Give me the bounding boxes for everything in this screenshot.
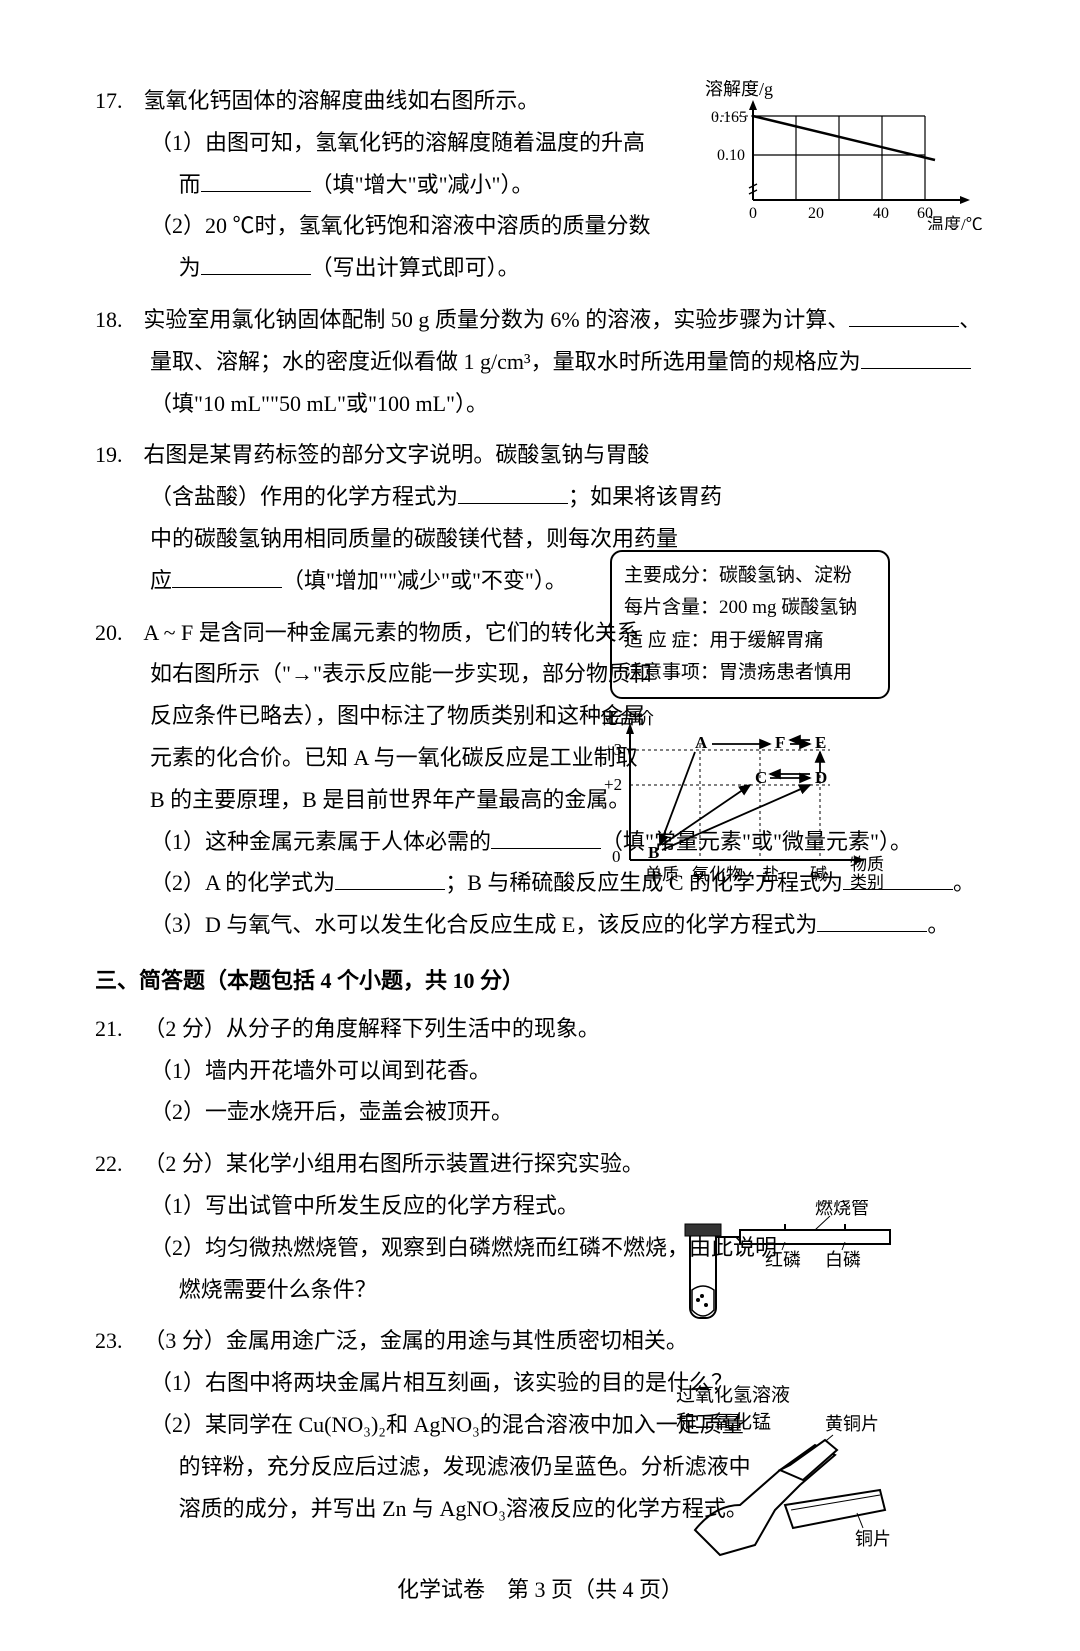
q18-line1: 实验室用氯化钠固体配制 50 g 质量分数为 6% 的溶液，实验步骤为计算、 — [143, 307, 849, 332]
q22-sub2: （2）均匀微热燃烧管，观察到白磷燃烧而红磷不燃烧，由此说明 — [150, 1235, 777, 1260]
q20-num: 20. — [95, 612, 143, 654]
q17-sub2: （2）20 ℃时，氢氧化钙饱和溶液中溶质的质量分数 — [150, 213, 651, 238]
q20-line4: 元素的化合价。已知 A 与一氧化碳反应是工业制取 — [150, 745, 638, 770]
q17-blank2 — [201, 253, 311, 275]
q20-blank2 — [335, 868, 445, 890]
q20-line5: B 的主要原理，B 是目前世界年产量最高的金属。 — [150, 787, 630, 812]
q20-blank1 — [491, 827, 601, 849]
q17-num: 17. — [95, 80, 143, 122]
q19-line2b: ；如果将该胃药 — [568, 484, 722, 509]
q20-sub2: （2）A 的化学式为 — [150, 870, 335, 895]
q19-num: 19. — [95, 434, 143, 476]
q18-blank2 — [861, 347, 971, 369]
q17-blank1 — [201, 170, 311, 192]
q20-sub3b: 。 — [927, 912, 949, 937]
q20-blank3 — [843, 868, 953, 890]
q18-line3: （填"10 mL""50 mL"或"100 mL"）。 — [150, 391, 488, 416]
q17-sub2c: （写出计算式即可）。 — [311, 255, 520, 280]
q23-sub2c: 溶质的成分，并写出 Zn 与 AgNO₃溶液反应的化学方程式。 — [179, 1496, 748, 1521]
question-20: 20.A ~ F 是含同一种金属元素的物质，它们的转化关系 如右图所示（"→"表… — [95, 612, 985, 946]
question-18: 18.实验室用氯化钠固体配制 50 g 质量分数为 6% 的溶液，实验步骤为计算… — [95, 299, 985, 424]
svg-text:铜片: 铜片 — [855, 1529, 891, 1549]
q20-sub3: （3）D 与氧气、水可以发生化合反应生成 E，该反应的化学方程式为 — [150, 912, 817, 937]
q17-sub1c: （填"增大"或"减小"）。 — [311, 172, 534, 197]
q17-sub2b: 为 — [179, 255, 201, 280]
q17-line1: 氢氧化钙固体的溶解度曲线如右图所示。 — [143, 88, 539, 113]
q18-blank1 — [849, 305, 959, 327]
q23-sub2: （2）某同学在 Cu(NO₃)₂和 AgNO₃的混合溶液中加入一定质量 — [150, 1412, 744, 1437]
q19-blank2 — [172, 566, 282, 588]
q19-line3: 中的碳酸氢钠用相同质量的碳酸镁代替，则每次用药量 — [150, 526, 678, 551]
question-22: 22.（2 分）某化学小组用右图所示装置进行探究实验。 （1）写出试管中所发生反… — [95, 1143, 985, 1310]
q23-head: （3 分）金属用途广泛，金属的用途与其性质密切相关。 — [143, 1328, 688, 1353]
q22-sub1: （1）写出试管中所发生反应的化学方程式。 — [150, 1193, 579, 1218]
q19-line1: 右图是某胃药标签的部分文字说明。碳酸氢钠与胃酸 — [143, 442, 649, 467]
q22-num: 22. — [95, 1143, 143, 1185]
q19-line4b: （填"增加""减少"或"不变"）。 — [282, 568, 567, 593]
q23-sub1: （1）右图中将两块金属片相互刻画，该实验的目的是什么？ — [150, 1370, 733, 1395]
q18-line2: 量取、溶解；水的密度近似看做 1 g/cm³，量取水时所选用量筒的规格应为 — [150, 349, 861, 374]
q20-sub1b: （填"常量元素"或"微量元素"）。 — [601, 829, 912, 854]
q21-sub1: （1）墙内开花墙外可以闻到花香。 — [150, 1058, 491, 1083]
question-23: 23.（3 分）金属用途广泛，金属的用途与其性质密切相关。 （1）右图中将两块金… — [95, 1320, 985, 1529]
q22-sub2b: 燃烧需要什么条件？ — [179, 1277, 377, 1302]
q19-blank1 — [458, 482, 568, 504]
q22-head: （2 分）某化学小组用右图所示装置进行探究实验。 — [143, 1151, 644, 1176]
q23-sub2b: 的锌粉，充分反应后过滤，发现滤液仍呈蓝色。分析滤液中 — [179, 1454, 751, 1479]
q20-blank4 — [817, 910, 927, 932]
question-19: 19.右图是某胃药标签的部分文字说明。碳酸氢钠与胃酸 （含盐酸）作用的化学方程式… — [95, 434, 985, 601]
q20-sub2b: ；B 与稀硫酸反应生成 C 的化学方程式为 — [445, 870, 843, 895]
q17-sub1: （1）由图可知，氢氧化钙的溶解度随着温度的升高 — [150, 130, 645, 155]
q23-num: 23. — [95, 1320, 143, 1362]
q18-num: 18. — [95, 299, 143, 341]
q20-sub2c: 。 — [953, 870, 975, 895]
q20-sub1: （1）这种金属元素属于人体必需的 — [150, 829, 491, 854]
q19-line4: 应 — [150, 568, 172, 593]
q20-line1: A ~ F 是含同一种金属元素的物质，它们的转化关系 — [143, 620, 638, 645]
q21-num: 21. — [95, 1008, 143, 1050]
q21-head: （2 分）从分子的角度解释下列生活中的现象。 — [143, 1016, 600, 1041]
q21-sub2: （2）一壶水烧开后，壶盖会被顶开。 — [150, 1099, 513, 1124]
question-17: 17.氢氧化钙固体的溶解度曲线如右图所示。 （1）由图可知，氢氧化钙的溶解度随着… — [95, 80, 985, 289]
question-21: 21.（2 分）从分子的角度解释下列生活中的现象。 （1）墙内开花墙外可以闻到花… — [95, 1008, 985, 1133]
q20-line2: 如右图所示（"→"表示反应能一步实现，部分物质和 — [150, 661, 652, 686]
section-3-heading: 三、简答题（本题包括 4 个小题，共 10 分） — [95, 960, 985, 1002]
q20-line3: 反应条件已略去），图中标注了物质类别和这种金属 — [150, 703, 645, 728]
q17-sub1b: 而 — [179, 172, 201, 197]
q19-line2: （含盐酸）作用的化学方程式为 — [150, 484, 458, 509]
q18-line1b: 、 — [959, 307, 981, 332]
